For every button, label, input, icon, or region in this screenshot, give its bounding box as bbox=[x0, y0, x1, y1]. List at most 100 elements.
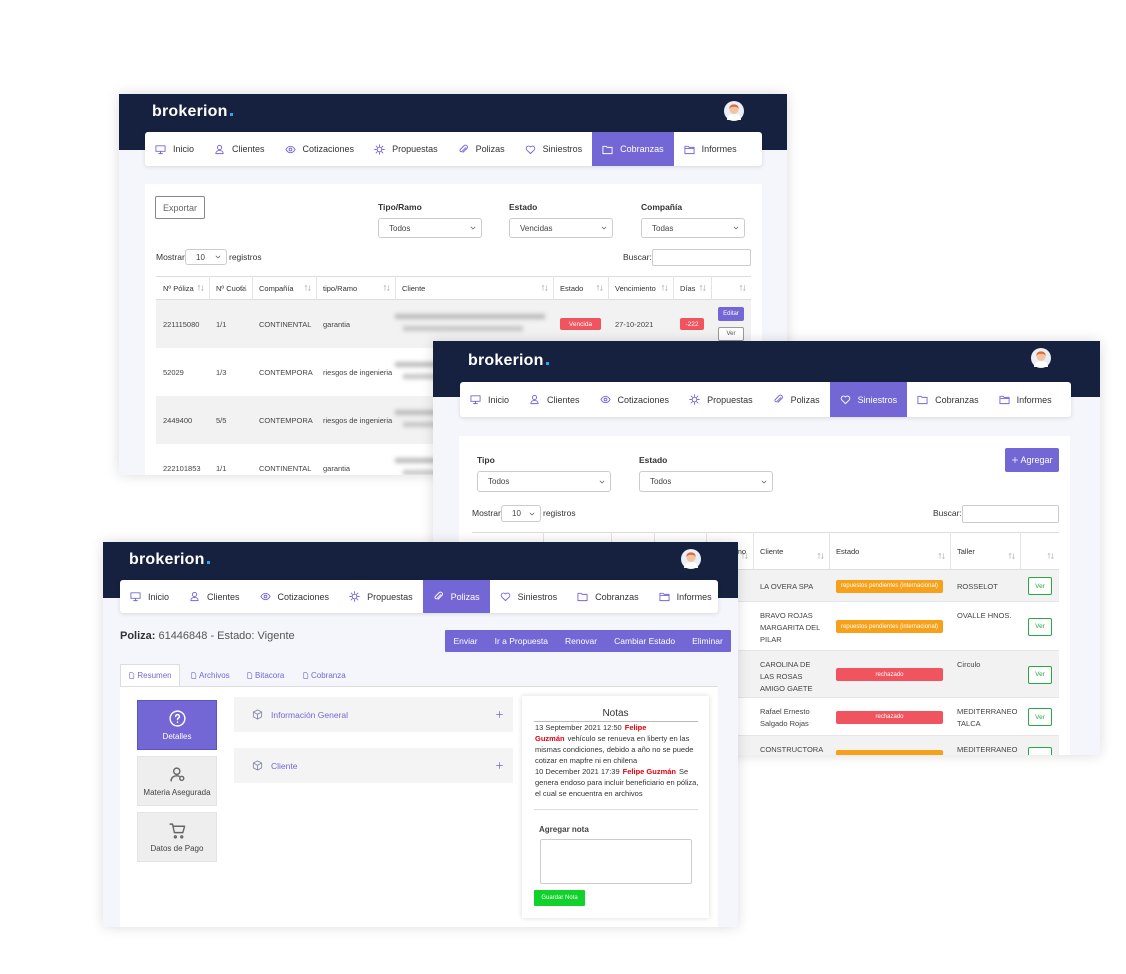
nav-item[interactable]: Inicio bbox=[460, 382, 519, 417]
select[interactable]: Vencidas bbox=[509, 218, 613, 238]
status-badge bbox=[836, 749, 943, 755]
nav-item[interactable]: Inicio bbox=[120, 580, 179, 613]
tab-label: Cobranza bbox=[311, 670, 346, 680]
nav-item[interactable]: Propuestas bbox=[679, 382, 763, 417]
view-button[interactable]: Ver bbox=[1028, 708, 1052, 726]
nav-item[interactable]: Siniestros bbox=[490, 580, 568, 613]
view-button[interactable] bbox=[1028, 747, 1052, 755]
nav-item[interactable]: Siniestros bbox=[829, 382, 908, 417]
chevron-shape bbox=[761, 480, 767, 483]
nav-item[interactable]: Propuestas bbox=[364, 132, 448, 166]
table-header bbox=[156, 276, 751, 300]
nav-icon-shape bbox=[470, 395, 481, 405]
nav-item[interactable]: Propuestas bbox=[339, 580, 423, 613]
search-input[interactable] bbox=[652, 249, 751, 266]
side-button[interactable]: Materia Asegurada bbox=[137, 756, 217, 806]
select[interactable]: 10 bbox=[185, 249, 227, 265]
nav-icon bbox=[130, 592, 141, 602]
nav-item[interactable]: Informes bbox=[649, 580, 718, 613]
days-badge: -222 bbox=[680, 318, 704, 330]
client-cell: BRAVO ROJAS MARGARITA DEL PILAR bbox=[760, 611, 821, 644]
nav-item[interactable]: Cobranzas bbox=[592, 132, 674, 166]
tab[interactable]: Cobranza bbox=[302, 664, 346, 686]
logo-text: brokerion bbox=[129, 551, 205, 568]
select-value: Todos bbox=[488, 477, 510, 486]
column-border bbox=[395, 276, 396, 300]
side-label: Materia Asegurada bbox=[143, 787, 211, 797]
nav-item[interactable]: Informes bbox=[989, 382, 1062, 417]
tab[interactable]: Resumen bbox=[120, 664, 180, 686]
select-value: Todas bbox=[652, 223, 674, 233]
nav-item[interactable]: Cotizaciones bbox=[275, 132, 365, 166]
action-button[interactable]: Ir a Propuesta bbox=[494, 636, 548, 646]
logo-text: brokerion bbox=[152, 103, 228, 120]
column-heading: Días bbox=[680, 284, 696, 293]
select[interactable]: Todas bbox=[641, 218, 745, 238]
sort-icon bbox=[596, 285, 603, 291]
cell: CONTEMPORA bbox=[259, 416, 313, 425]
column-border bbox=[553, 276, 554, 300]
nav-item[interactable]: Inicio bbox=[145, 132, 204, 166]
client-cell: LA OVERA SPA bbox=[760, 582, 814, 591]
action-button[interactable]: Cambiar Estado bbox=[614, 636, 676, 646]
nav-item[interactable]: Polizas bbox=[422, 580, 490, 613]
sort-icon bbox=[817, 553, 824, 559]
logo-dot bbox=[545, 362, 549, 365]
action-button[interactable]: Renovar bbox=[564, 636, 598, 646]
view-button[interactable]: Ver bbox=[718, 327, 744, 341]
cell: 1/3 bbox=[216, 368, 227, 377]
select[interactable]: 10 bbox=[501, 505, 541, 522]
logo-text: brokerion bbox=[468, 352, 544, 369]
action-button[interactable]: Enviar bbox=[453, 636, 478, 646]
workshop-cell: ROSSELOT bbox=[957, 582, 998, 591]
nav-item[interactable]: Informes bbox=[674, 132, 747, 166]
nav-item[interactable]: Cobranzas bbox=[907, 382, 989, 417]
select[interactable]: Todos bbox=[639, 471, 773, 492]
note: 13 September 2021 12:50 Felipe Guzmán vehí… bbox=[535, 722, 701, 766]
export-button[interactable]: Exportar bbox=[155, 196, 205, 219]
tab-label: Resumen bbox=[137, 671, 172, 680]
accordion[interactable]: Información General bbox=[234, 697, 513, 732]
add-note-label: Agregar nota bbox=[539, 825, 589, 834]
nav-icon bbox=[599, 395, 611, 404]
nav-item[interactable]: Polizas bbox=[448, 132, 515, 166]
sort-icon-shape bbox=[1047, 553, 1054, 559]
nav-item[interactable]: Polizas bbox=[763, 382, 830, 417]
nav-item[interactable]: Cotizaciones bbox=[250, 580, 340, 613]
nav-item[interactable]: Clientes bbox=[204, 132, 275, 166]
action-button[interactable]: Eliminar bbox=[692, 636, 723, 646]
tab[interactable]: Bitacora bbox=[246, 664, 284, 686]
chevron-shape bbox=[601, 226, 607, 230]
note-author: Felipe Guzmán bbox=[622, 767, 676, 776]
save-note-button[interactable]: Guardar Nota bbox=[534, 890, 585, 906]
side-button[interactable]: Detalles bbox=[137, 700, 217, 750]
search-input[interactable] bbox=[962, 505, 1059, 523]
nav-bar: Inicio Clientes Cotizaciones Propuestas Poli… bbox=[460, 382, 1071, 417]
column-heading: Nº Cuota bbox=[216, 284, 247, 293]
select[interactable]: Todos bbox=[378, 218, 482, 238]
view-button[interactable]: Ver bbox=[1028, 577, 1052, 595]
nav-label: Siniestros bbox=[857, 394, 898, 405]
nav-icon-shape bbox=[599, 395, 611, 404]
tab[interactable]: Archivos bbox=[190, 664, 230, 686]
edit-button[interactable]: Editar bbox=[718, 307, 744, 321]
nav-item[interactable]: Clientes bbox=[179, 580, 250, 613]
select[interactable]: Todos bbox=[477, 471, 611, 492]
nav-icon bbox=[530, 394, 539, 405]
chevron bbox=[529, 512, 535, 515]
nav-item[interactable]: Cotizaciones bbox=[590, 382, 680, 417]
notes-title: Notas bbox=[602, 708, 629, 719]
policy-title-label: Poliza: bbox=[120, 630, 156, 642]
accordion[interactable]: Cliente bbox=[234, 748, 513, 783]
nav-item[interactable]: Cobranzas bbox=[567, 580, 649, 613]
note: 10 December 2021 17:39 Felipe Guzmán Se ge… bbox=[535, 766, 701, 799]
view-button[interactable]: Ver bbox=[1028, 617, 1052, 636]
note-textarea[interactable] bbox=[540, 839, 692, 884]
view-button[interactable]: Ver bbox=[1028, 665, 1052, 684]
add-button[interactable]: Agregar bbox=[1005, 448, 1059, 472]
nav-item[interactable]: Siniestros bbox=[515, 132, 593, 166]
avatar-body bbox=[684, 562, 698, 568]
nav-icon bbox=[374, 143, 385, 155]
side-button[interactable]: Datos de Pago bbox=[137, 812, 217, 862]
nav-item[interactable]: Clientes bbox=[519, 382, 590, 417]
